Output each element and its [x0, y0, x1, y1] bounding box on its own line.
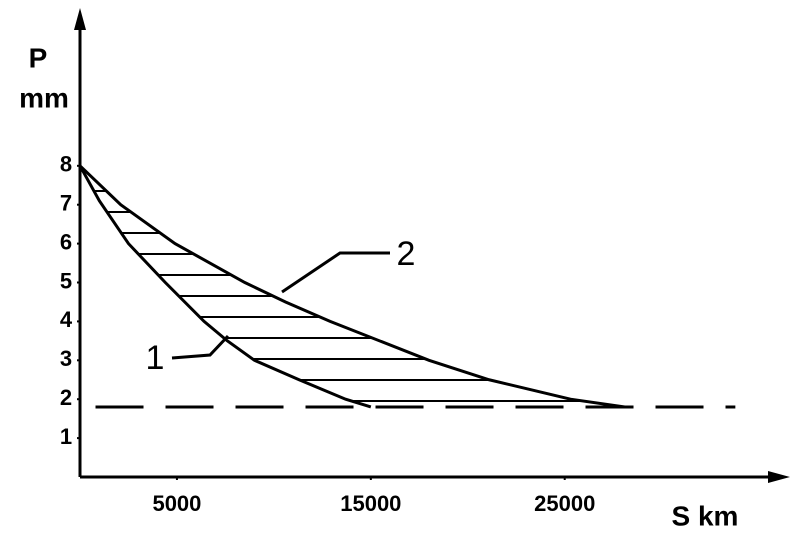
- y-tick-label: 8: [60, 152, 72, 177]
- curve-label: 1: [146, 339, 165, 377]
- y-axis-label: P: [29, 42, 48, 73]
- curve: [78, 164, 626, 409]
- curve: [78, 165, 372, 409]
- y-tick-label: 2: [60, 385, 72, 410]
- y-tick-label: 1: [60, 424, 72, 449]
- y-tick-label: 7: [60, 191, 72, 216]
- x-tick-label: 15000: [340, 491, 401, 516]
- leader-line: [171, 334, 230, 360]
- y-axis-arrow: [74, 8, 86, 30]
- y-tick-label: 6: [60, 229, 72, 254]
- x-tick-label: 25000: [534, 491, 595, 516]
- curve-label: 2: [397, 235, 416, 273]
- x-axis-label: S km: [672, 500, 739, 531]
- y-axis-label: mm: [19, 82, 69, 113]
- x-tick-label: 5000: [152, 491, 201, 516]
- leader-line: [281, 251, 390, 294]
- y-tick-label: 3: [60, 346, 72, 371]
- x-axis-arrow: [768, 471, 790, 483]
- y-tick-label: 4: [60, 307, 73, 332]
- y-tick-label: 5: [60, 268, 72, 293]
